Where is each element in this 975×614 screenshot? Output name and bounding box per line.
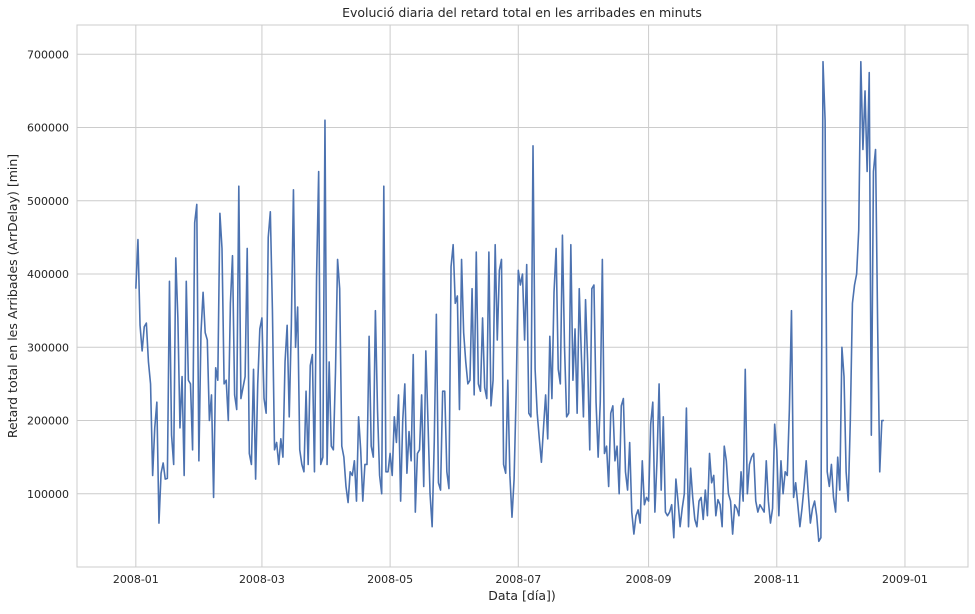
chart-title: Evolució diaria del retard total en les … bbox=[342, 5, 702, 20]
y-axis-ticks: 100000 200000 300000 400000 500000 600000 7000… bbox=[27, 48, 69, 500]
y-tick-label: 200000 bbox=[27, 415, 69, 428]
x-tick-label: 2008-09 bbox=[626, 573, 672, 586]
y-tick-label: 100000 bbox=[27, 488, 69, 501]
series-layer bbox=[135, 60, 884, 543]
x-tick-label: 2008-03 bbox=[239, 573, 285, 586]
grid-lines bbox=[77, 25, 968, 567]
x-tick-label: 2009-01 bbox=[882, 573, 928, 586]
x-tick-label: 2008-01 bbox=[113, 573, 159, 586]
y-tick-label: 600000 bbox=[27, 122, 69, 135]
y-tick-label: 500000 bbox=[27, 195, 69, 208]
x-tick-label: 2008-11 bbox=[754, 573, 800, 586]
y-axis-label: Retard total en les Arribades (ArrDelay)… bbox=[5, 154, 20, 438]
y-tick-label: 300000 bbox=[27, 341, 69, 354]
x-axis-ticks: 2008-01 2008-03 2008-05 2008-07 2008-09 2008-… bbox=[113, 573, 928, 586]
y-tick-label: 700000 bbox=[27, 48, 69, 61]
series-line bbox=[135, 60, 884, 543]
x-tick-label: 2008-05 bbox=[367, 573, 413, 586]
x-tick-label: 2008-07 bbox=[495, 573, 541, 586]
y-tick-label: 400000 bbox=[27, 268, 69, 281]
x-axis-label: Data [día]) bbox=[488, 588, 556, 603]
plot-frame bbox=[76, 24, 969, 568]
